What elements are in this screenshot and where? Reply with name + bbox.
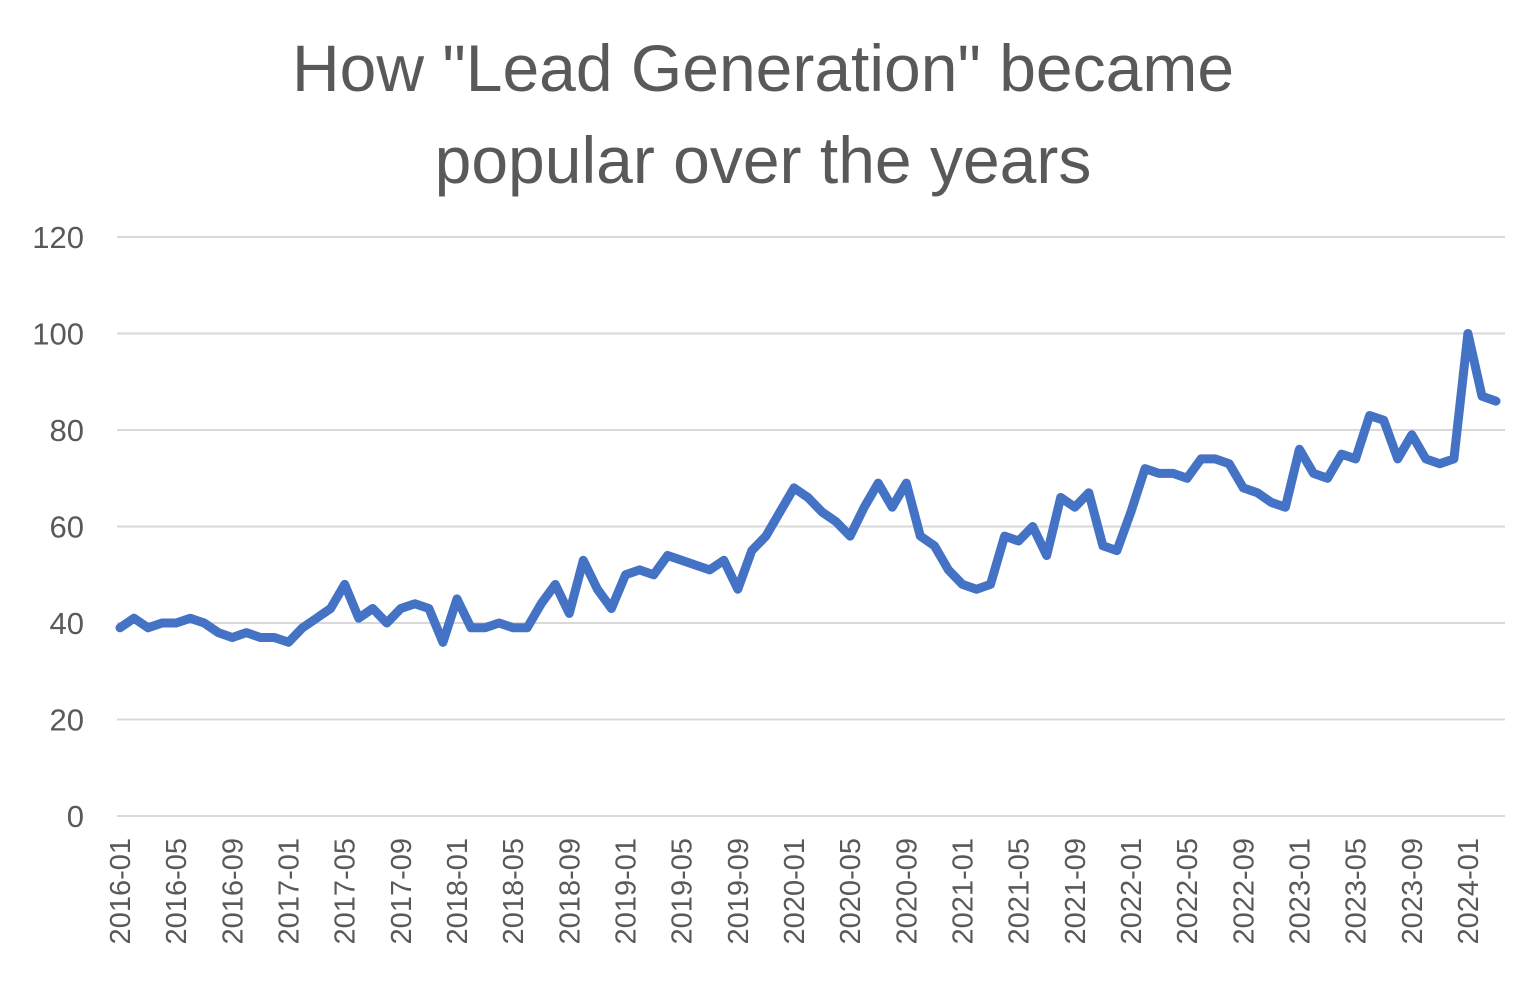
x-axis-tick-label: 2021-05: [1004, 838, 1036, 944]
y-axis-tick-label: 20: [50, 703, 84, 738]
x-axis-tick-label: 2023-05: [1341, 838, 1373, 944]
x-axis-tick-label: 2022-05: [1172, 838, 1204, 944]
x-axis-tick-label: 2017-09: [386, 838, 418, 944]
x-axis-tick-label: 2023-09: [1397, 838, 1429, 944]
x-axis-tick-label: 2017-01: [273, 838, 305, 944]
x-axis-tick-label: 2021-09: [1060, 838, 1092, 944]
x-axis-tick-label: 2019-01: [610, 838, 642, 944]
x-axis-tick-label: 2023-01: [1284, 838, 1316, 944]
chart-title: How "Lead Generation" became popular ove…: [0, 22, 1526, 206]
x-axis-tick-label: 2019-05: [667, 838, 699, 944]
x-axis-tick-label: 2024-01: [1453, 838, 1485, 944]
x-axis-tick-label: 2016-05: [161, 838, 193, 944]
y-axis-tick-label: 100: [32, 317, 84, 352]
y-axis-tick-label: 60: [50, 510, 84, 545]
x-axis-tick-label: 2016-09: [217, 838, 249, 944]
x-axis-tick-label: 2020-01: [779, 838, 811, 944]
x-axis-tick-label: 2020-09: [891, 838, 923, 944]
y-axis-tick-label: 40: [50, 606, 84, 641]
x-axis-tick-label: 2021-01: [947, 838, 979, 944]
chart-title-line-1: How "Lead Generation" became: [291, 31, 1235, 105]
y-axis-tick-label: 0: [67, 799, 84, 834]
x-axis-tick-label: 2018-01: [442, 838, 474, 944]
y-axis-tick-label: 80: [50, 413, 84, 448]
x-axis-tick-label: 2022-09: [1228, 838, 1260, 944]
trend-line-series: [115, 329, 1501, 647]
x-axis-tick-label: 2019-09: [723, 838, 755, 944]
x-axis-tick-label: 2018-05: [498, 838, 530, 944]
x-axis-tick-label: 2017-05: [330, 838, 362, 944]
x-axis-tick-label: 2020-05: [835, 838, 867, 944]
x-axis-tick-label: 2016-01: [105, 838, 137, 944]
chart-title-line-2: popular over the years: [434, 123, 1092, 197]
x-axis-tick-label: 2022-01: [1116, 838, 1148, 944]
x-axis-tick-label: 2018-09: [554, 838, 586, 944]
y-axis-tick-label: 120: [32, 220, 84, 255]
